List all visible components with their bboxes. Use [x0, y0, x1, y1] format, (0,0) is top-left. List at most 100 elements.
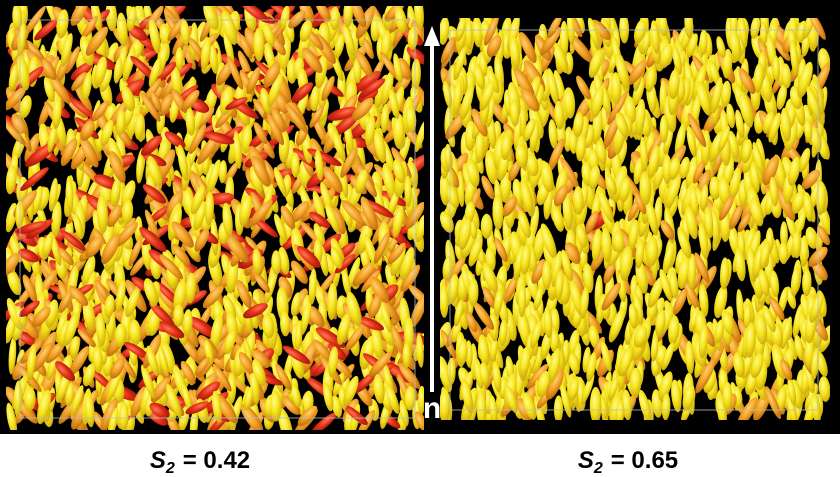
molecule — [22, 6, 46, 38]
molecule — [380, 301, 392, 333]
molecule — [356, 316, 384, 331]
molecule — [171, 243, 191, 266]
molecule — [776, 386, 787, 412]
molecule — [291, 200, 310, 223]
molecule — [486, 94, 495, 128]
molecule — [541, 161, 554, 193]
molecule — [752, 142, 765, 175]
molecule — [92, 345, 103, 374]
molecule — [109, 151, 126, 183]
molecule — [784, 121, 798, 152]
molecule — [492, 360, 502, 393]
molecule — [143, 278, 159, 306]
molecule — [698, 324, 708, 359]
molecule — [337, 313, 351, 345]
molecule — [65, 46, 80, 74]
molecule — [581, 373, 595, 406]
molecule — [373, 373, 385, 404]
molecule — [122, 46, 136, 82]
molecule — [55, 373, 70, 403]
molecule — [555, 270, 564, 301]
molecule — [526, 363, 549, 389]
molecule — [601, 227, 612, 263]
molecule — [365, 115, 376, 147]
molecule — [181, 383, 193, 413]
molecule — [236, 279, 252, 309]
molecule — [737, 212, 752, 233]
molecule — [762, 305, 776, 333]
molecule — [714, 319, 725, 344]
molecule — [722, 310, 735, 335]
molecule — [548, 119, 558, 149]
molecule — [393, 113, 405, 149]
molecule — [96, 195, 108, 233]
molecule — [518, 282, 527, 318]
molecule — [605, 173, 617, 195]
molecule — [312, 191, 326, 222]
molecule — [817, 225, 830, 246]
molecule — [460, 231, 475, 259]
molecule — [226, 256, 239, 294]
molecule — [810, 393, 822, 420]
molecule — [119, 402, 129, 430]
molecule — [755, 313, 768, 345]
molecule — [353, 371, 377, 394]
molecule — [194, 357, 210, 376]
molecule — [661, 342, 675, 371]
molecule — [271, 107, 286, 133]
molecule — [309, 211, 331, 228]
molecule — [560, 382, 572, 418]
molecule — [212, 390, 222, 423]
molecule — [260, 87, 272, 114]
molecule — [632, 77, 645, 106]
molecule — [540, 223, 557, 259]
molecule — [167, 18, 185, 41]
molecule — [271, 36, 286, 56]
molecule — [709, 176, 721, 200]
molecule — [726, 103, 736, 129]
molecule — [134, 113, 145, 140]
molecule — [126, 104, 141, 140]
molecule — [634, 191, 647, 215]
molecule — [71, 72, 87, 91]
molecule — [171, 221, 194, 248]
molecule — [769, 176, 779, 207]
molecule — [658, 371, 673, 401]
molecule — [561, 249, 573, 282]
molecule — [327, 282, 338, 321]
molecule — [523, 118, 536, 142]
molecule — [668, 157, 681, 180]
molecule — [373, 232, 390, 264]
molecule — [768, 112, 781, 143]
molecule — [342, 24, 356, 56]
molecule — [638, 389, 652, 420]
molecule — [456, 170, 465, 208]
molecule — [564, 242, 581, 264]
molecule — [586, 352, 597, 382]
molecule — [818, 376, 830, 402]
molecule — [757, 38, 772, 67]
molecule — [642, 31, 651, 54]
molecule — [405, 105, 417, 133]
molecule — [194, 228, 210, 252]
molecule — [687, 113, 707, 148]
molecule — [729, 204, 743, 230]
molecule — [440, 283, 449, 318]
molecule — [385, 383, 400, 414]
molecule — [773, 38, 791, 62]
molecule — [90, 6, 102, 32]
molecule — [336, 295, 347, 319]
molecule — [82, 299, 96, 331]
molecule — [380, 30, 392, 60]
molecule — [248, 199, 273, 228]
molecule — [52, 95, 62, 130]
molecule — [505, 385, 518, 414]
molecule — [222, 202, 233, 238]
molecule — [267, 113, 285, 146]
molecule — [533, 286, 544, 311]
molecule — [400, 247, 415, 281]
molecule — [239, 34, 253, 59]
molecule — [770, 270, 780, 298]
molecule — [115, 279, 126, 314]
molecule — [100, 119, 114, 147]
